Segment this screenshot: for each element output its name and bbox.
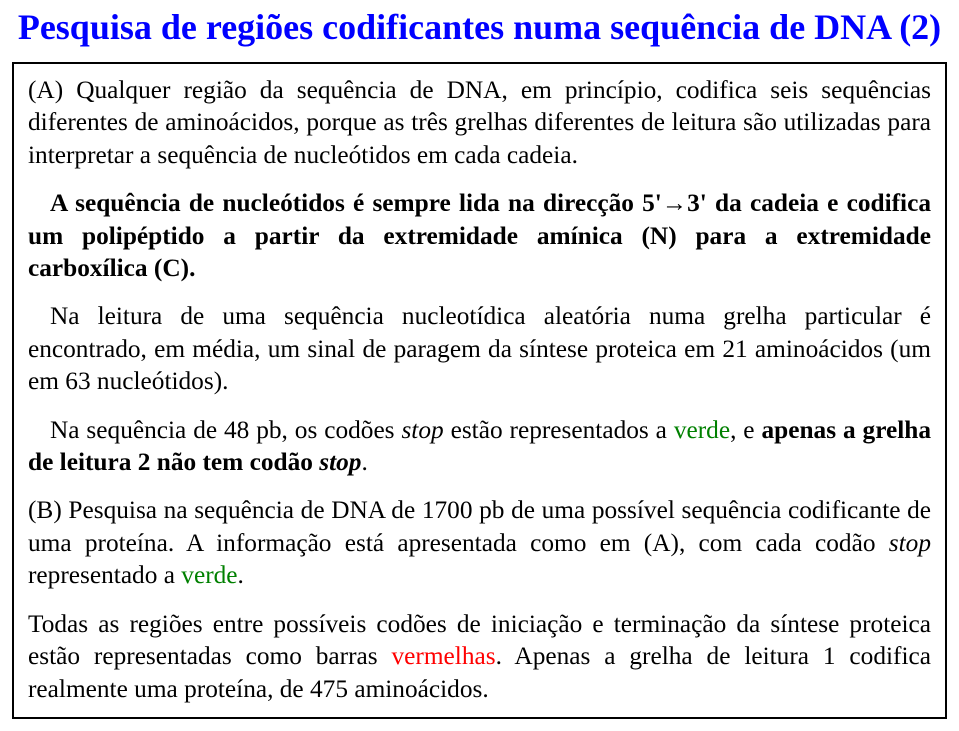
paragraph-random-read: Na leitura de uma sequência nucleotídica… <box>28 300 931 397</box>
paragraph-regions: Todas as regiões entre possíveis codões … <box>28 608 931 705</box>
title-main: Pesquisa de regiões codificantes numa se… <box>18 7 899 47</box>
p4-d: . <box>361 448 367 476</box>
paragraph-b: (B) Pesquisa na sequência de DNA de 1700… <box>28 494 931 591</box>
paragraph-48pb: Na sequência de 48 pb, os codões stop es… <box>28 414 931 479</box>
p4-a: Na sequência de 48 pb, os codões <box>50 416 401 444</box>
document-page: Pesquisa de regiões codificantes numa se… <box>0 0 959 731</box>
p4-stop2: stop <box>319 448 361 476</box>
paragraph-a: (A) Qualquer região da sequência de DNA,… <box>28 74 931 171</box>
p4-stop1: stop <box>401 416 443 444</box>
p4-green: verde <box>674 416 730 444</box>
paragraph-direction: A sequência de nucleótidos é sempre lida… <box>28 187 931 284</box>
p5-b: representado a <box>28 561 181 589</box>
title-suffix: (2) <box>899 7 941 47</box>
p4-b: estão representados a <box>444 416 674 444</box>
p5-a: (B) Pesquisa na sequência de DNA de 1700… <box>28 496 931 556</box>
content-box: (A) Qualquer região da sequência de DNA,… <box>12 62 947 719</box>
page-title: Pesquisa de regiões codificantes numa se… <box>12 6 947 48</box>
p5-green: verde <box>181 561 237 589</box>
p5-c: . <box>238 561 244 589</box>
arrow-icon: → <box>662 189 687 217</box>
p4-c: , e <box>730 416 761 444</box>
p5-stop: stop <box>889 529 931 557</box>
p2-part-a: A sequência de nucleótidos é sempre lida… <box>50 189 662 217</box>
p6-red: vermelhas <box>392 642 496 670</box>
